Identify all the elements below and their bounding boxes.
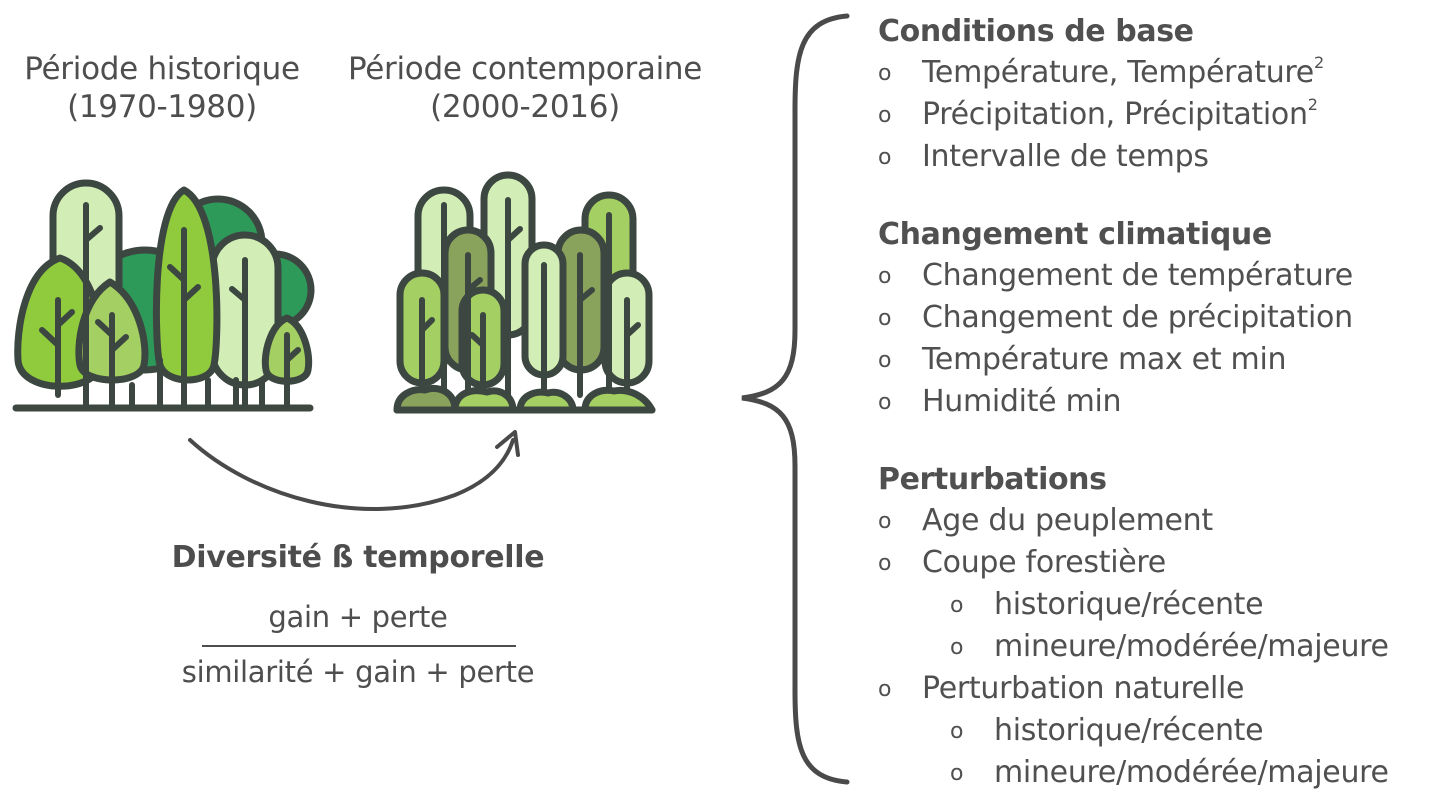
curly-brace [741, 13, 850, 785]
bullet-icon: o [878, 61, 892, 86]
bullet-icon: o [878, 103, 892, 128]
historical-period-name: Période historique [24, 51, 300, 87]
contemporary-period-years: (2000-2016) [430, 89, 620, 125]
list-item: o Intervalle de temps [878, 139, 1209, 174]
bullet-icon: o [950, 635, 964, 660]
factor-list: Conditions de base o Température, Tempéra… [878, 14, 1389, 792]
historical-period-years: (1970-1980) [67, 89, 257, 125]
bullet-icon: o [878, 509, 892, 534]
list-item: o Changement de précipitation [878, 300, 1353, 335]
list-item: o Température, Température2 [878, 53, 1324, 91]
fraction-bar [202, 645, 516, 647]
transition-arrow [188, 430, 520, 512]
bullet-icon: o [950, 761, 964, 786]
sub-list-item: o historique/récente [950, 713, 1264, 748]
section-title-climate: Changement climatique [878, 217, 1272, 252]
contemporary-period-name: Période contemporaine [347, 51, 703, 87]
sub-list-item: o historique/récente [950, 587, 1264, 622]
list-item: o Perturbation naturelle [878, 671, 1245, 706]
bullet-icon: o [878, 145, 892, 170]
sub-list-item: o mineure/modérée/majeure [950, 755, 1389, 790]
list-item: o Précipitation, Précipitation2 [878, 95, 1318, 133]
contemporary-period-label: Période contemporaine (2000-2016) [335, 50, 715, 126]
bullet-icon: o [950, 593, 964, 618]
contemporary-forest-icon [393, 171, 656, 414]
bullet-icon: o [878, 348, 892, 373]
sub-list-item: o mineure/modérée/majeure [950, 629, 1389, 664]
list-item: o Température max et min [878, 342, 1287, 377]
historical-period-label: Période historique (1970-1980) [2, 50, 322, 126]
list-item: o Changement de température [878, 258, 1353, 293]
bullet-icon: o [950, 719, 964, 744]
bullet-icon: o [878, 551, 892, 576]
list-item: o Humidité min [878, 384, 1122, 419]
bullet-icon: o [878, 264, 892, 289]
historical-forest-icon [12, 179, 315, 412]
bullet-icon: o [878, 306, 892, 331]
diversity-title: Diversité ß temporelle [171, 540, 545, 575]
formula-denominator: similarité + gain + perte [181, 655, 535, 689]
list-item: o Age du peuplement [878, 503, 1213, 538]
formula-numerator: gain + perte [268, 600, 448, 634]
bullet-icon: o [878, 677, 892, 702]
list-item: o Coupe forestière [878, 545, 1166, 580]
bullet-icon: o [878, 390, 892, 415]
section-title-base: Conditions de base [878, 14, 1194, 49]
section-title-disturbance: Perturbations [878, 462, 1107, 497]
